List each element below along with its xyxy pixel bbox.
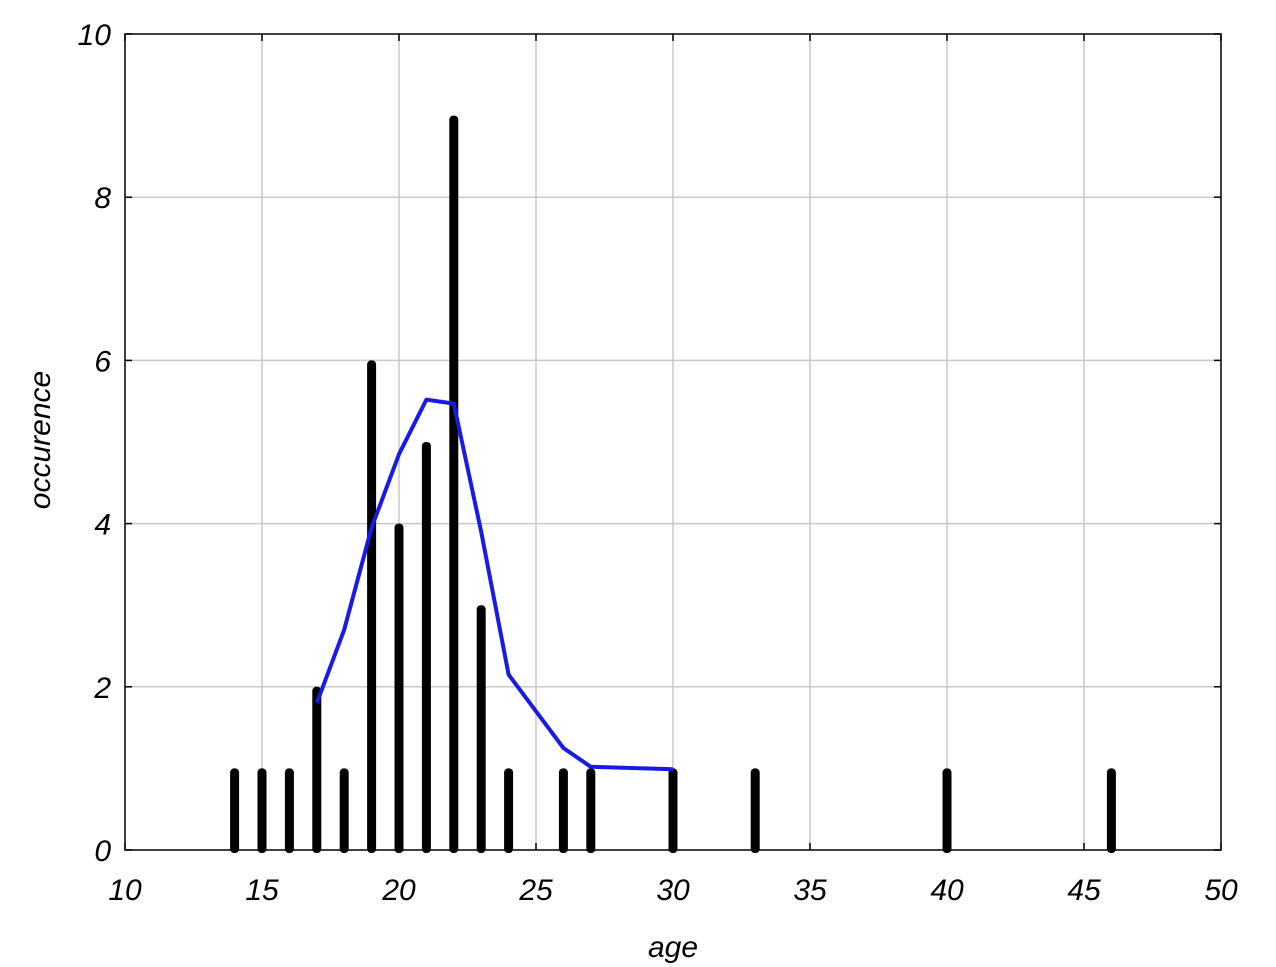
y-tick-label: 2: [93, 672, 111, 705]
bar: [367, 360, 377, 853]
bar: [1106, 768, 1116, 853]
x-tick-label: 40: [930, 874, 964, 907]
y-tick-label: 0: [94, 835, 111, 868]
bar: [394, 523, 404, 853]
x-tick-label: 30: [656, 874, 690, 907]
y-axis-title: occurence: [24, 371, 57, 509]
bar: [668, 768, 678, 853]
bar: [312, 686, 322, 853]
x-axis-title: age: [648, 931, 698, 964]
bar: [558, 768, 568, 853]
bar: [449, 115, 459, 854]
bar: [257, 768, 267, 853]
bar: [230, 768, 240, 853]
x-tick-label: 25: [518, 874, 553, 907]
y-tick-labels: 0 2 4 6 8 10: [78, 19, 112, 868]
bar: [504, 768, 514, 853]
x-tick-label: 10: [108, 874, 142, 907]
bar: [750, 768, 760, 853]
bar: [284, 768, 294, 853]
y-tick-label: 6: [94, 345, 111, 378]
y-tick-label: 10: [78, 19, 112, 52]
x-tick-labels: 10 15 20 25 30 35 40 45 50: [108, 874, 1238, 907]
bar: [586, 768, 596, 853]
line-series-path: [314, 397, 674, 772]
x-tick-label: 45: [1067, 874, 1101, 907]
bar-series: [230, 115, 1116, 854]
bar: [942, 768, 952, 853]
x-tick-label: 20: [381, 874, 416, 907]
bar: [476, 605, 486, 853]
grid: [125, 34, 1221, 850]
y-tick-label: 8: [94, 182, 111, 215]
x-tick-label: 50: [1204, 874, 1238, 907]
bar: [421, 442, 431, 853]
bar: [339, 768, 349, 853]
y-tick-label: 4: [94, 509, 111, 542]
x-tick-label: 15: [245, 874, 279, 907]
x-tick-label: 35: [793, 874, 827, 907]
line-series: [314, 397, 674, 772]
tick-marks: [124, 33, 1222, 851]
